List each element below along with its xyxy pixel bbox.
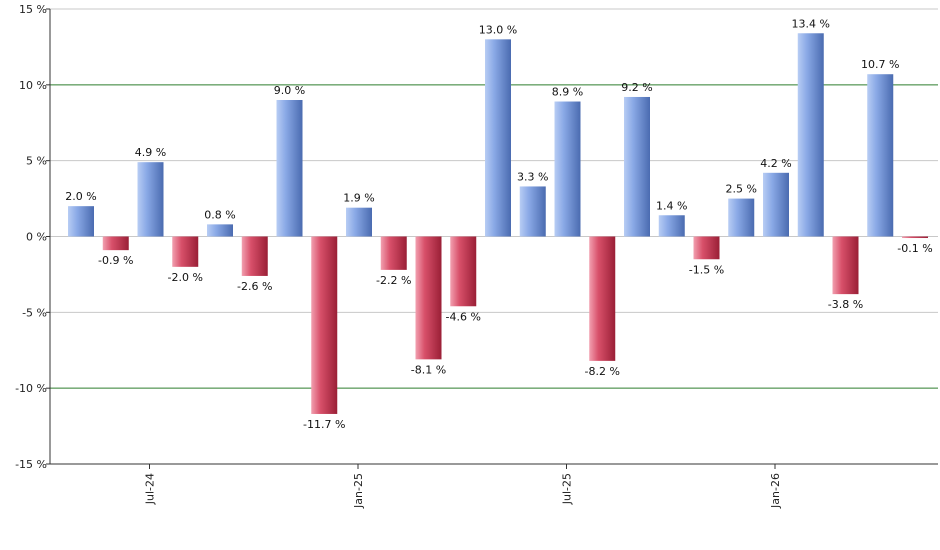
y-tick-label: 0 % <box>26 231 47 244</box>
y-tick-label: -10 % <box>15 382 47 395</box>
bar <box>137 162 164 237</box>
y-axis-ticks: 15 % 10 % 5 % 0 % -5 % -10 % -15 % <box>15 3 50 471</box>
bar-value-label: 1.4 % <box>656 199 687 212</box>
bar-value-label: 8.9 % <box>552 86 583 99</box>
bar <box>346 207 372 237</box>
bar <box>763 172 789 237</box>
bar-value-label: 3.3 % <box>517 170 548 183</box>
y-tick-label: 10 % <box>19 79 47 92</box>
bar <box>624 96 650 237</box>
axes <box>49 9 938 465</box>
bar-value-label: 13.4 % <box>792 17 830 30</box>
bar-value-label: -3.8 % <box>828 298 863 311</box>
bar <box>519 186 546 237</box>
bar <box>311 236 338 414</box>
y-tick-label: 15 % <box>19 3 47 16</box>
bar <box>485 39 511 237</box>
bar <box>728 198 755 237</box>
bar-value-label: -0.9 % <box>98 254 133 267</box>
x-tick-label: Jan-25 <box>352 473 365 509</box>
bar-value-label: -2.6 % <box>237 280 272 293</box>
bar <box>102 236 129 251</box>
bar <box>380 236 407 270</box>
bar-value-label: 1.9 % <box>343 192 374 205</box>
bar-value-label: 0.8 % <box>204 208 235 221</box>
bar-value-label: -4.6 % <box>446 310 481 323</box>
bar-value-label: 2.0 % <box>65 190 96 203</box>
x-tick-label: Jul-24 <box>144 473 157 505</box>
bar <box>172 236 199 267</box>
bar <box>797 33 824 237</box>
bar-value-label: -11.7 % <box>303 418 345 431</box>
bar <box>450 236 477 307</box>
y-tick-label: 5 % <box>26 155 47 168</box>
bar-value-label: 9.2 % <box>621 81 652 94</box>
bar <box>68 206 94 237</box>
bar-value-label: -8.1 % <box>411 363 446 376</box>
x-tick-label: Jul-25 <box>561 473 574 505</box>
bar <box>554 101 581 237</box>
bar-value-label: -8.2 % <box>585 365 620 378</box>
bar <box>207 224 233 237</box>
bar-value-label: 10.7 % <box>861 58 899 71</box>
bar <box>902 236 928 239</box>
y-tick-label: -5 % <box>22 306 47 319</box>
bar <box>241 236 268 276</box>
bars <box>68 33 928 414</box>
bar-value-label: 2.5 % <box>726 183 757 196</box>
bar <box>693 236 720 260</box>
bar-value-label: 4.9 % <box>135 146 166 159</box>
bar <box>658 215 685 237</box>
bar <box>276 100 303 237</box>
data-labels: 2.0 % -0.9 % 4.9 % -2.0 % 0.8 % -2.6 % 9.0 % -1… <box>65 17 932 431</box>
x-tick-label: Jan-26 <box>769 473 782 509</box>
bar-value-label: -0.1 % <box>897 242 932 255</box>
bar <box>415 236 442 360</box>
y-tick-label: -15 % <box>15 458 47 471</box>
bar-value-label: -2.0 % <box>168 271 203 284</box>
bar-value-label: -2.2 % <box>376 274 411 287</box>
bar-value-label: 4.2 % <box>760 157 791 170</box>
bar-value-label: 13.0 % <box>479 23 517 36</box>
x-axis-labels: Jul-24 Jan-25 Jul-25 Jan-26 <box>144 464 782 509</box>
bar <box>832 236 859 295</box>
bar-value-label: -1.5 % <box>689 263 724 276</box>
bar <box>589 236 616 361</box>
bar <box>867 74 894 237</box>
bar-value-label: 9.0 % <box>274 84 305 97</box>
